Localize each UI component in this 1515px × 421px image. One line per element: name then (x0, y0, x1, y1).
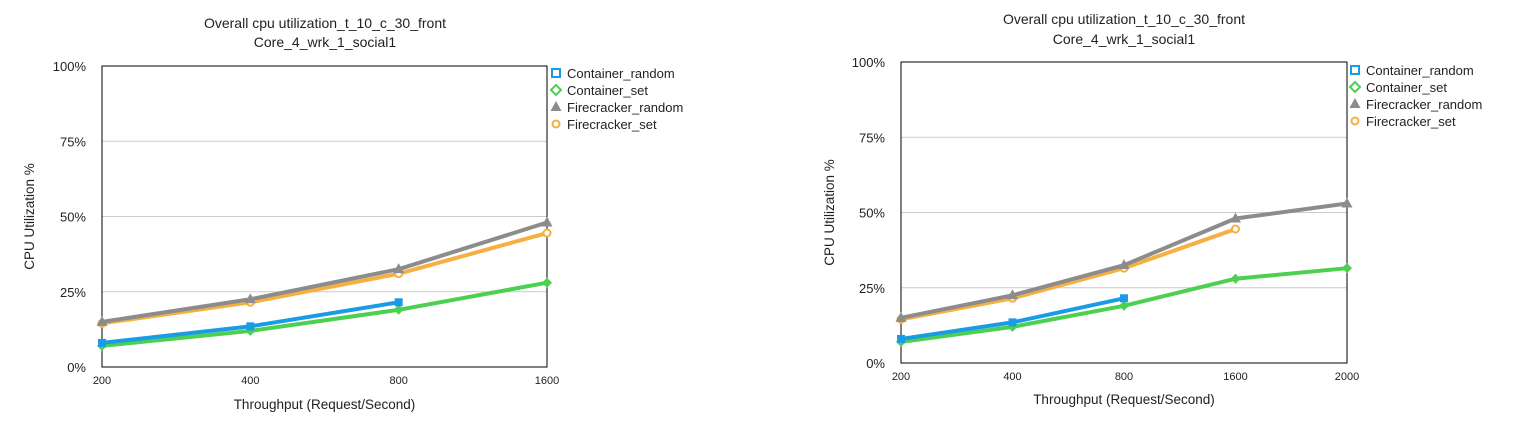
chart-right: Overall cpu utilization_t_10_c_30_front C… (800, 0, 1515, 421)
series-line-firecracker-set (100, 231, 549, 326)
y-tick-label: 25% (60, 285, 86, 300)
x-axis-label: Throughput (Request/Second) (1033, 392, 1215, 407)
data-point-container-random (1008, 318, 1017, 327)
legend-label-container-random: Container_random (567, 66, 675, 81)
data-point-container-set (1342, 263, 1352, 274)
legend-marker-firecracker-random (550, 101, 562, 111)
data-point-firecracker-random (1118, 259, 1130, 270)
data-point-container-random (394, 298, 403, 307)
x-tick-label: 1600 (1223, 371, 1247, 383)
legend-marker-container-random (551, 68, 561, 78)
y-tick-label: 75% (60, 134, 86, 149)
data-point-firecracker-random (96, 315, 108, 326)
chart-subtitle: Core_4_wrk_1_social1 (254, 34, 397, 50)
data-point-container-random (897, 334, 905, 343)
x-tick-label: 400 (1003, 371, 1021, 383)
x-tick-label: 800 (1115, 371, 1133, 383)
x-axis-label: Throughput (Request/Second) (234, 397, 416, 412)
legend-label-firecracker-set: Firecracker_set (1366, 114, 1456, 129)
legend: Container_random Container_set Firecracker… (1348, 63, 1482, 129)
legend-marker-firecracker-random (1349, 98, 1361, 108)
plot-area-border (101, 65, 548, 368)
data-point-container-set (542, 277, 552, 288)
y-tick-label: 75% (859, 130, 885, 145)
data-point-container-set (393, 304, 404, 315)
x-tick-label: 400 (241, 375, 259, 387)
chart-title: Overall cpu utilization_t_10_c_30_front (204, 15, 446, 31)
data-point-firecracker-random (541, 216, 553, 227)
series-line-firecracker-random (100, 220, 549, 324)
legend-marker-container-random (1350, 65, 1360, 75)
y-tick-label: 100% (53, 59, 87, 74)
data-point-firecracker-random (1230, 212, 1241, 223)
legend-marker-container-set (1348, 80, 1362, 94)
y-tick-label: 0% (67, 360, 86, 375)
y-tick-label: 100% (852, 55, 886, 70)
y-tick-label: 50% (60, 210, 86, 225)
data-point-container-random (1120, 294, 1128, 303)
legend-label-container-random: Container_random (1366, 63, 1474, 78)
legend-label-firecracker-random: Firecracker_random (567, 100, 683, 115)
legend: Container_random Container_set Firecracker… (549, 66, 683, 132)
series-firecracker-random (895, 197, 1353, 322)
legend-marker-firecracker-set (1350, 116, 1360, 126)
data-point-firecracker-set (1231, 224, 1240, 234)
data-point-container-random (246, 322, 255, 331)
y-axis-label: CPU Utilization % (822, 159, 837, 266)
y-tick-label: 25% (859, 281, 885, 296)
x-tick-label: 200 (93, 375, 111, 387)
y-axis-label: CPU Utilization % (22, 163, 37, 270)
data-point-firecracker-random (1341, 197, 1353, 208)
data-point-firecracker-random (393, 263, 405, 274)
data-point-firecracker-random (244, 293, 256, 304)
data-point-container-set (1119, 300, 1129, 311)
data-point-container-random (98, 338, 106, 347)
chart-title: Overall cpu utilization_t_10_c_30_front (1003, 11, 1245, 27)
series-container-random (98, 298, 403, 347)
data-point-container-set (1230, 273, 1241, 284)
legend-label-firecracker-random: Firecracker_random (1366, 97, 1482, 112)
series-container-random (897, 294, 1128, 343)
chart-subtitle: Core_4_wrk_1_social1 (1053, 31, 1196, 47)
chart-left: Overall cpu utilization_t_10_c_30_front C… (0, 0, 750, 421)
legend-marker-container-set (549, 83, 563, 97)
plot-area-border (900, 61, 1348, 364)
data-point-firecracker-random (895, 311, 907, 322)
series-firecracker-random (96, 216, 553, 326)
series-line-container-set (100, 280, 549, 348)
legend-label-firecracker-set: Firecracker_set (567, 117, 657, 132)
x-tick-label: 800 (389, 375, 407, 387)
legend-label-container-set: Container_set (1366, 80, 1447, 95)
data-point-firecracker-set (542, 228, 552, 238)
data-point-firecracker-random (1007, 289, 1018, 300)
legend-label-container-set: Container_set (567, 83, 648, 98)
x-tick-label: 2000 (1335, 371, 1359, 383)
series-line-firecracker-set (899, 227, 1238, 322)
chart-svg: Overall cpu utilization_t_10_c_30_front C… (822, 11, 1482, 407)
x-tick-label: 200 (892, 371, 910, 383)
y-tick-label: 0% (866, 356, 885, 371)
x-tick-label: 1600 (535, 375, 559, 387)
y-tick-label: 50% (859, 206, 885, 221)
chart-svg: Overall cpu utilization_t_10_c_30_front C… (22, 15, 683, 412)
legend-marker-firecracker-set (551, 119, 561, 129)
